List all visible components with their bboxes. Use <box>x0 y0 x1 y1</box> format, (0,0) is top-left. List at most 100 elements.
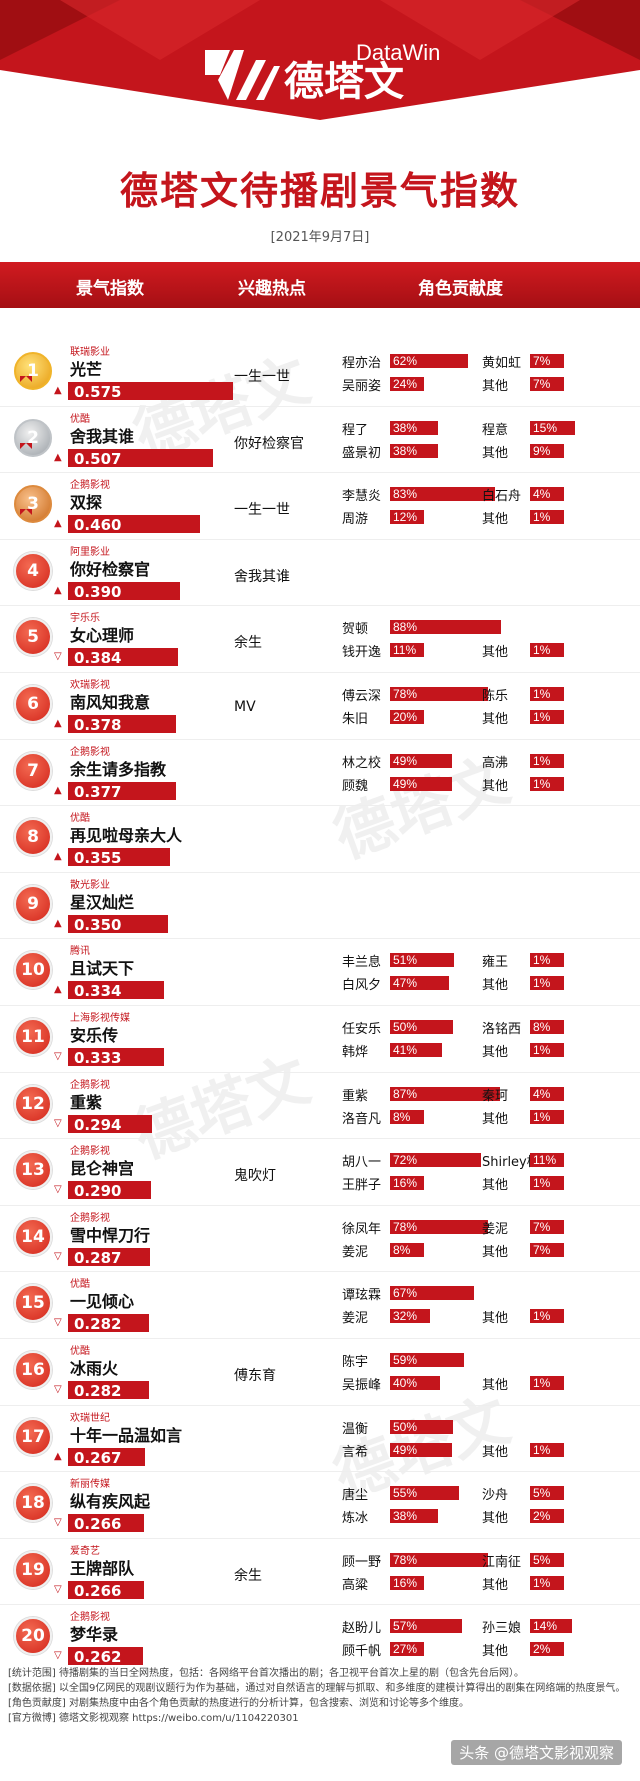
score-value: 0.350 <box>74 915 122 934</box>
role-name: 高沸 <box>482 755 509 771</box>
hot-topic: 余生 <box>234 635 262 652</box>
rank-number: 5 <box>14 618 52 657</box>
role-contribution-bar <box>390 1375 441 1390</box>
role-contribution-value: 20% <box>393 709 418 724</box>
company-label: 阿里影业 <box>70 546 110 558</box>
company-label: 企鹅影视 <box>70 746 110 758</box>
source-watermark: 头条 @德塔文影视观察 <box>451 1740 622 1765</box>
company-label: 散光影业 <box>70 879 110 891</box>
show-title: 重紫 <box>70 1092 103 1112</box>
role-contribution-bar <box>390 1442 452 1457</box>
role-contribution-bar <box>390 1352 465 1367</box>
role-name: 其他 <box>482 645 509 661</box>
rank-medal-icon: 17 <box>12 1416 52 1466</box>
role-contribution-value: 1% <box>533 1375 551 1390</box>
role-contribution-value: 62% <box>393 354 418 368</box>
role-contribution-value: 5% <box>533 1486 551 1501</box>
role-name: 唐尘 <box>342 1488 369 1504</box>
role-contribution-bar <box>530 709 564 724</box>
score-value: 0.282 <box>74 1381 122 1400</box>
rank-number: 19 <box>14 1550 52 1589</box>
rank-number: 14 <box>14 1217 52 1256</box>
role-contribution-bar <box>390 1242 424 1257</box>
show-title: 舍我其谁 <box>70 426 135 446</box>
score-bar <box>68 1380 149 1399</box>
score-bar <box>68 382 233 400</box>
role-name: 姜泥 <box>342 1311 369 1327</box>
company-label: 优酷 <box>70 413 90 425</box>
role-contribution-value: 24% <box>393 377 418 391</box>
role-name: 胡八一 <box>342 1155 382 1171</box>
datawin-logo-icon <box>205 50 280 100</box>
role-contribution-value: 78% <box>393 686 418 701</box>
company-label: 优酷 <box>70 1345 90 1357</box>
role-contribution-value: 1% <box>533 753 551 768</box>
rank-number: 15 <box>14 1284 52 1323</box>
logo-en-text: DataWin <box>356 40 441 65</box>
role-name: 其他 <box>482 1377 509 1393</box>
role-name: 其他 <box>482 978 509 994</box>
role-contribution-value: 49% <box>393 776 418 791</box>
role-name: 姜泥 <box>342 1244 369 1260</box>
role-contribution-bar <box>390 510 424 525</box>
role-contribution-value: 47% <box>393 976 418 991</box>
role-contribution-value: 78% <box>393 1552 418 1567</box>
trend-down-icon: ▽ <box>54 1517 62 1529</box>
rank-medal-icon: 14 <box>12 1216 52 1266</box>
role-contribution-value: 50% <box>393 1019 418 1034</box>
role-contribution-value: 12% <box>393 510 418 525</box>
role-name: 顾一野 <box>342 1554 382 1570</box>
role-contribution-bar <box>390 420 438 435</box>
rank-number: 13 <box>14 1151 52 1190</box>
score-value: 0.460 <box>74 516 122 535</box>
score-value: 0.575 <box>74 383 122 401</box>
table-row: 16 优酷 冰雨火 ▽ 0.282 傅东育 陈宇 59% 吴振峰 40% 其他 1% <box>0 1339 640 1406</box>
role-name: 洛音凡 <box>342 1111 382 1127</box>
score-bar <box>68 914 168 933</box>
role-contribution-bar <box>390 1419 453 1434</box>
score-bar <box>68 981 164 1000</box>
score-bar <box>68 1647 143 1666</box>
rank-number: 9 <box>14 884 52 923</box>
score-value: 0.507 <box>74 449 122 468</box>
page-title: 德塔文待播剧景气指数 <box>119 169 520 213</box>
role-contribution-value: 15% <box>533 420 558 435</box>
show-title: 南风知我意 <box>70 692 151 712</box>
role-contribution-bar <box>530 1086 564 1101</box>
role-name: 吴振峰 <box>342 1377 382 1393</box>
column-header: 景气指数 兴趣热点 角色贡献度 <box>0 262 640 308</box>
table-row: 18 新丽传媒 纵有疾风起 ▽ 0.266 唐尘 55% 炼冰 38% 沙舟 5% 其他 2% <box>0 1472 640 1539</box>
role-contribution-bar <box>390 953 455 968</box>
trend-down-icon: ▽ <box>54 1250 62 1262</box>
rank-medal-icon: 13 <box>12 1149 52 1199</box>
role-contribution-value: 7% <box>533 377 551 391</box>
table-row: 7 企鹅影视 余生请多指教 ▲ 0.377 林之校 49% 顾魏 49% 高沸 1% 其他 1% <box>0 740 640 807</box>
role-name: 程亦治 <box>342 356 382 371</box>
role-contribution-value: 27% <box>393 1642 418 1657</box>
role-contribution-bar <box>390 1642 425 1657</box>
role-contribution-bar <box>530 1219 564 1234</box>
ribbon-icon <box>20 376 32 382</box>
trend-up-icon: ▲ <box>54 385 62 396</box>
role-contribution-bar <box>390 1486 460 1501</box>
role-name: 韩烨 <box>342 1044 369 1060</box>
trend-down-icon: ▽ <box>54 1050 62 1062</box>
show-title: 梦华录 <box>70 1625 119 1645</box>
show-title: 双探 <box>70 493 103 513</box>
trend-up-icon: ▲ <box>54 717 62 729</box>
rank-medal-icon: 8 <box>12 816 52 866</box>
role-contribution-bar <box>530 1375 564 1390</box>
table-row: 12 企鹅影视 重紫 ▽ 0.294 重紫 87% 洛音凡 8% 秦珂 4% 其他 1% <box>0 1073 640 1140</box>
score-bar <box>68 1114 152 1133</box>
role-contribution-value: 8% <box>393 1242 411 1257</box>
table-row: 9 散光影业 星汉灿烂 ▲ 0.350 <box>0 873 640 940</box>
show-title: 余生请多指教 <box>70 759 167 779</box>
company-label: 腾讯 <box>70 946 90 958</box>
role-contribution-value: 38% <box>393 443 418 458</box>
role-name: 王胖子 <box>342 1178 382 1194</box>
trend-up-icon: ▲ <box>54 784 62 796</box>
role-contribution-value: 1% <box>533 643 551 658</box>
footer-note: [统计范围] 待播剧集的当日全网热度，包括：各网络平台首次播出的剧；各卫视平台首… <box>8 1668 524 1679</box>
role-contribution-bar <box>390 1019 453 1034</box>
score-bar <box>68 581 180 600</box>
